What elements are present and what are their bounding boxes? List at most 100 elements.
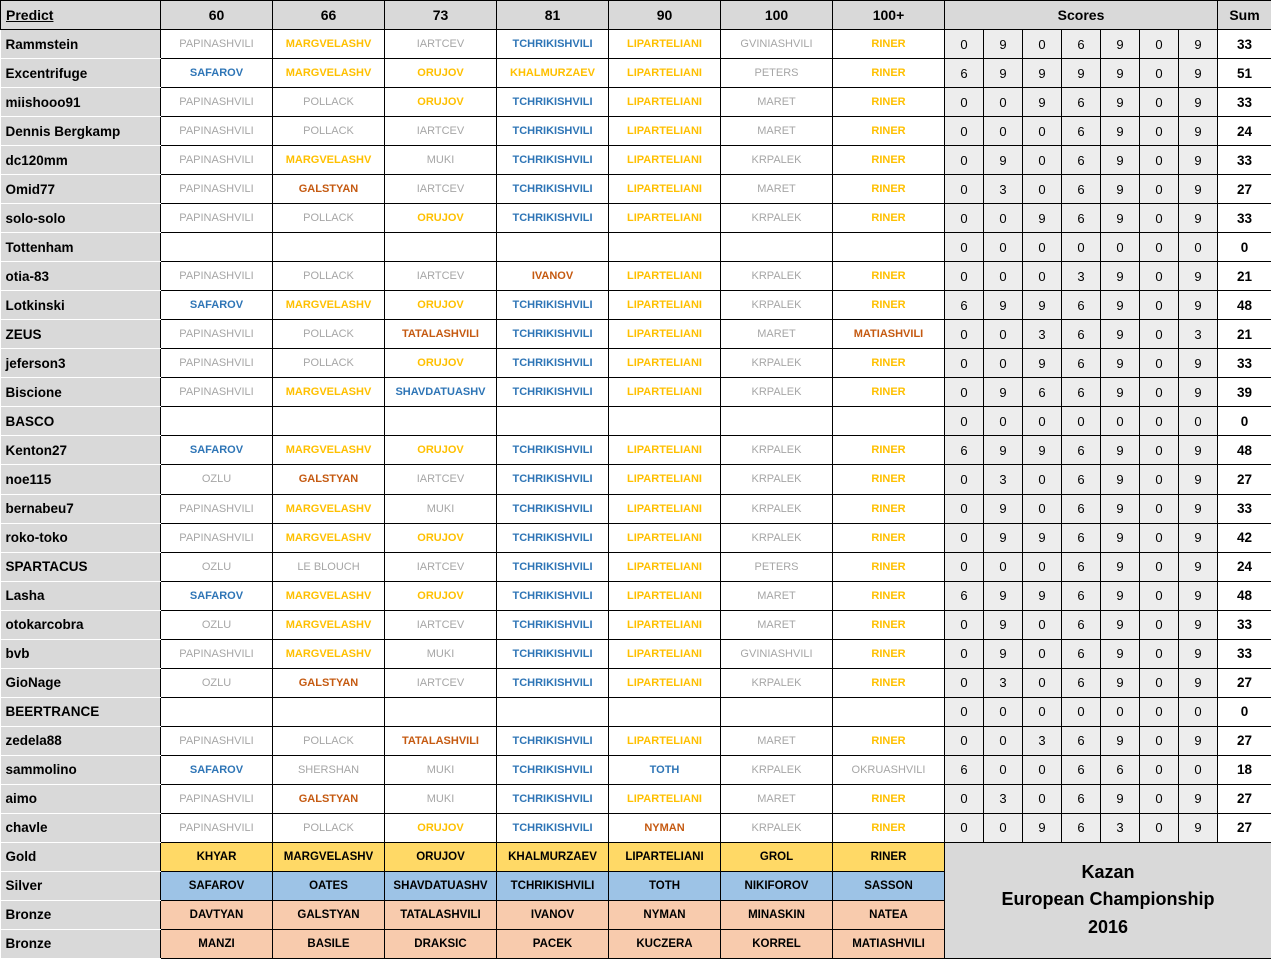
score-cell: 6 bbox=[1061, 348, 1101, 379]
score-cell: 3 bbox=[983, 667, 1023, 698]
weight-header-90: 90 bbox=[608, 0, 721, 30]
prediction-cell: MARGVELASHV bbox=[272, 435, 385, 466]
score-cell: 0 bbox=[983, 261, 1023, 292]
score-cell: 9 bbox=[983, 609, 1023, 640]
prediction-cell: MARET bbox=[720, 116, 833, 147]
prediction-cell: MARGVELASHV bbox=[272, 609, 385, 640]
prediction-cell: TCHRIKISHVILI bbox=[496, 348, 609, 379]
score-cell: 9 bbox=[1177, 290, 1219, 321]
prediction-cell: TCHRIKISHVILI bbox=[496, 28, 609, 60]
score-cell: 0 bbox=[1022, 261, 1062, 292]
score-cell: 0 bbox=[1139, 435, 1179, 466]
score-cell: 0 bbox=[944, 609, 984, 640]
player-name: bernabeu7 bbox=[0, 494, 161, 524]
prediction-cell bbox=[160, 406, 273, 437]
score-cell: 3 bbox=[1022, 725, 1062, 756]
score-cell: 6 bbox=[1061, 551, 1101, 582]
prediction-cell: RINER bbox=[832, 348, 945, 379]
prediction-cell: ORUJOV bbox=[384, 580, 497, 611]
score-cell: 6 bbox=[944, 435, 984, 466]
sum-cell: 33 bbox=[1217, 28, 1271, 60]
prediction-cell: KRPALEK bbox=[720, 667, 833, 698]
prediction-cell: OZLU bbox=[160, 551, 273, 582]
player-name: otia-83 bbox=[0, 261, 161, 292]
prediction-cell: TCHRIKISHVILI bbox=[496, 87, 609, 118]
table-row: Rammstein PAPINASHVILI MARGVELASHV IARTCEV T… bbox=[0, 28, 1271, 60]
prediction-cell: KHALMURZAEV bbox=[496, 58, 609, 89]
score-cell: 0 bbox=[944, 696, 984, 727]
prediction-cell: SAFAROV bbox=[160, 290, 273, 321]
prediction-cell: MARGVELASHV bbox=[272, 493, 385, 524]
score-cell: 9 bbox=[1177, 87, 1219, 118]
score-cell: 0 bbox=[1100, 696, 1140, 727]
score-cell: 9 bbox=[1177, 812, 1219, 843]
prediction-cell: TCHRIKISHVILI bbox=[496, 638, 609, 669]
prediction-cell: PAPINASHVILI bbox=[160, 377, 273, 408]
score-cell: 0 bbox=[944, 261, 984, 292]
table-row: chavle PAPINASHVILI POLLACK ORUJOV TCHRIKISH… bbox=[0, 812, 1271, 843]
score-cell: 0 bbox=[1022, 493, 1062, 524]
score-cell: 9 bbox=[1100, 464, 1140, 495]
sum-cell: 51 bbox=[1217, 58, 1271, 89]
prediction-cell: MUKI bbox=[384, 754, 497, 785]
prediction-cell: NYMAN bbox=[608, 812, 721, 843]
prediction-cell: GALSTYAN bbox=[272, 783, 385, 814]
table-row: Lasha SAFAROV MARGVELASHV ORUJOV TCHRIKISHVI… bbox=[0, 580, 1271, 611]
prediction-cell: SHERSHAN bbox=[272, 754, 385, 785]
event-title-line: 2016 bbox=[1087, 917, 1129, 938]
score-cell: 9 bbox=[1022, 58, 1062, 89]
player-name: zedela88 bbox=[0, 726, 161, 756]
player-name: bvb bbox=[0, 639, 161, 669]
prediction-cell: RINER bbox=[832, 812, 945, 843]
score-cell: 9 bbox=[1100, 87, 1140, 118]
prediction-cell: RINER bbox=[832, 783, 945, 814]
prediction-cell: KRPALEK bbox=[720, 435, 833, 466]
prediction-cell bbox=[160, 696, 273, 727]
prediction-cell: RINER bbox=[832, 725, 945, 756]
prediction-cell bbox=[720, 696, 833, 727]
score-cell: 9 bbox=[1100, 28, 1140, 60]
prediction-cell: IARTCEV bbox=[384, 464, 497, 495]
prediction-cell: PAPINASHVILI bbox=[160, 783, 273, 814]
score-cell: 9 bbox=[1100, 522, 1140, 553]
score-cell: 0 bbox=[1022, 783, 1062, 814]
prediction-cell: POLLACK bbox=[272, 725, 385, 756]
prediction-cell: MUKI bbox=[384, 145, 497, 176]
medalist-cell: SHAVDATUASHV bbox=[384, 870, 497, 901]
prediction-cell: OKRUASHVILI bbox=[832, 754, 945, 785]
prediction-cell: RINER bbox=[832, 551, 945, 582]
score-cell: 9 bbox=[1177, 638, 1219, 669]
score-cell: 9 bbox=[1100, 261, 1140, 292]
score-cell: 9 bbox=[1177, 58, 1219, 89]
prediction-cell: SAFAROV bbox=[160, 754, 273, 785]
player-name: Lasha bbox=[0, 581, 161, 611]
score-cell: 0 bbox=[1139, 406, 1179, 437]
sum-cell: 21 bbox=[1217, 319, 1271, 350]
prediction-cell: MARET bbox=[720, 319, 833, 350]
score-cell: 0 bbox=[1139, 203, 1179, 234]
prediction-cell: TOTH bbox=[608, 754, 721, 785]
score-cell: 9 bbox=[1022, 522, 1062, 553]
prediction-cell: LIPARTELIANI bbox=[608, 783, 721, 814]
score-cell: 9 bbox=[983, 58, 1023, 89]
prediction-cell bbox=[384, 406, 497, 437]
player-name: BASCO bbox=[0, 406, 161, 437]
score-cell: 0 bbox=[1139, 174, 1179, 205]
player-name: Omid77 bbox=[0, 174, 161, 205]
prediction-cell bbox=[384, 232, 497, 263]
player-name: Rammstein bbox=[0, 29, 161, 60]
prediction-cell: KRPALEK bbox=[720, 145, 833, 176]
prediction-cell: MUKI bbox=[384, 638, 497, 669]
score-cell: 0 bbox=[1139, 812, 1179, 843]
score-cell: 6 bbox=[944, 290, 984, 321]
prediction-cell: PAPINASHVILI bbox=[160, 116, 273, 147]
score-cell: 9 bbox=[1100, 145, 1140, 176]
score-cell: 0 bbox=[1139, 58, 1179, 89]
medalist-cell: RINER bbox=[832, 841, 945, 872]
prediction-cell: RINER bbox=[832, 116, 945, 147]
score-cell: 9 bbox=[1100, 435, 1140, 466]
score-cell: 9 bbox=[1100, 493, 1140, 524]
score-cell: 6 bbox=[1061, 783, 1101, 814]
score-cell: 0 bbox=[944, 406, 984, 437]
prediction-cell: MARGVELASHV bbox=[272, 377, 385, 408]
